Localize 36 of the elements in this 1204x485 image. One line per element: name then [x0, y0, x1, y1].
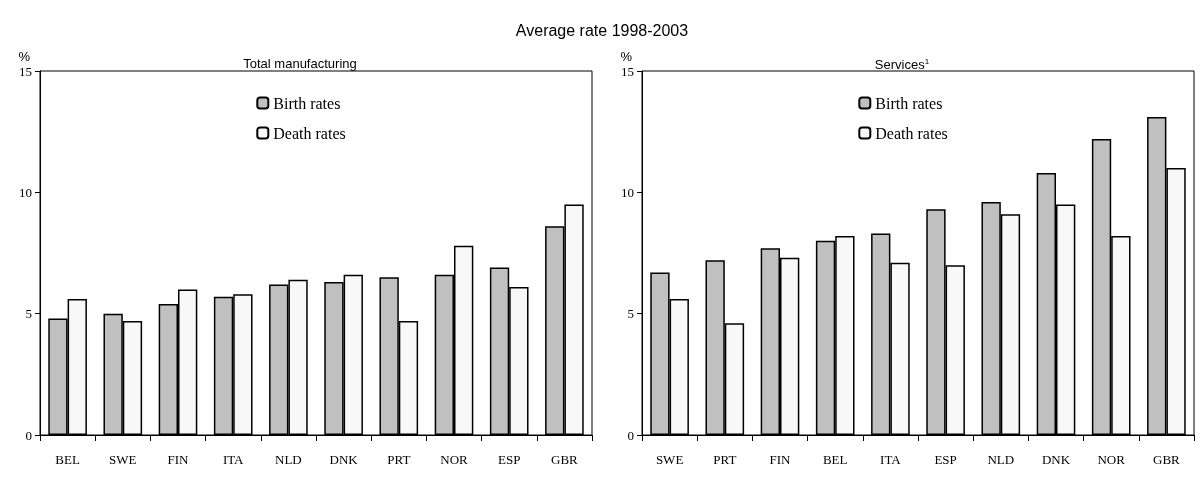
x-tick-label: BEL — [55, 452, 80, 467]
x-tick-label: NOR — [440, 452, 469, 467]
x-tick-label: DNK — [329, 452, 359, 467]
x-tick-label: PRT — [387, 452, 411, 467]
x-tick-label: SWE — [109, 452, 137, 467]
legend-label: Death rates — [273, 124, 346, 142]
chart-title: Total manufacturing — [243, 56, 357, 71]
y-tick-label: 0 — [25, 427, 32, 443]
legend-label: Birth rates — [875, 94, 943, 112]
x-tick-label: PRT — [713, 452, 737, 467]
y-tick-label: 10 — [621, 184, 634, 200]
y-axis-title: % — [620, 49, 633, 64]
y-tick-label: 15 — [621, 63, 634, 79]
y-tick-label: 5 — [25, 306, 32, 322]
legend-label: Death rates — [875, 124, 948, 142]
x-tick-label: GBR — [1153, 452, 1181, 467]
x-tick-label: FIN — [167, 452, 190, 467]
x-tick-label: ITA — [222, 452, 245, 467]
x-tick-label: ESP — [498, 452, 521, 467]
x-tick-label: GBR — [551, 452, 579, 467]
y-tick-label: 10 — [19, 184, 32, 200]
text: Average rate 1998-2003 — [514, 22, 690, 40]
y-tick-label: 15 — [19, 63, 32, 79]
x-tick-label: NOR — [1097, 452, 1126, 467]
x-tick-label: ITA — [880, 452, 902, 467]
x-tick-label: FIN — [769, 452, 792, 467]
x-tick-label: SWE — [655, 452, 684, 467]
y-tick-label: 0 — [627, 427, 634, 443]
x-tick-label: ESP — [934, 452, 957, 467]
x-tick-label: NLD — [987, 452, 1015, 467]
x-tick-label: NLD — [275, 452, 302, 467]
x-tick-label: BEL — [822, 452, 848, 467]
x-tick-label: DNK — [1041, 452, 1071, 467]
y-axis-title: % — [18, 49, 31, 64]
legend-label: Birth rates — [273, 94, 341, 112]
y-tick-label: 5 — [627, 306, 634, 322]
